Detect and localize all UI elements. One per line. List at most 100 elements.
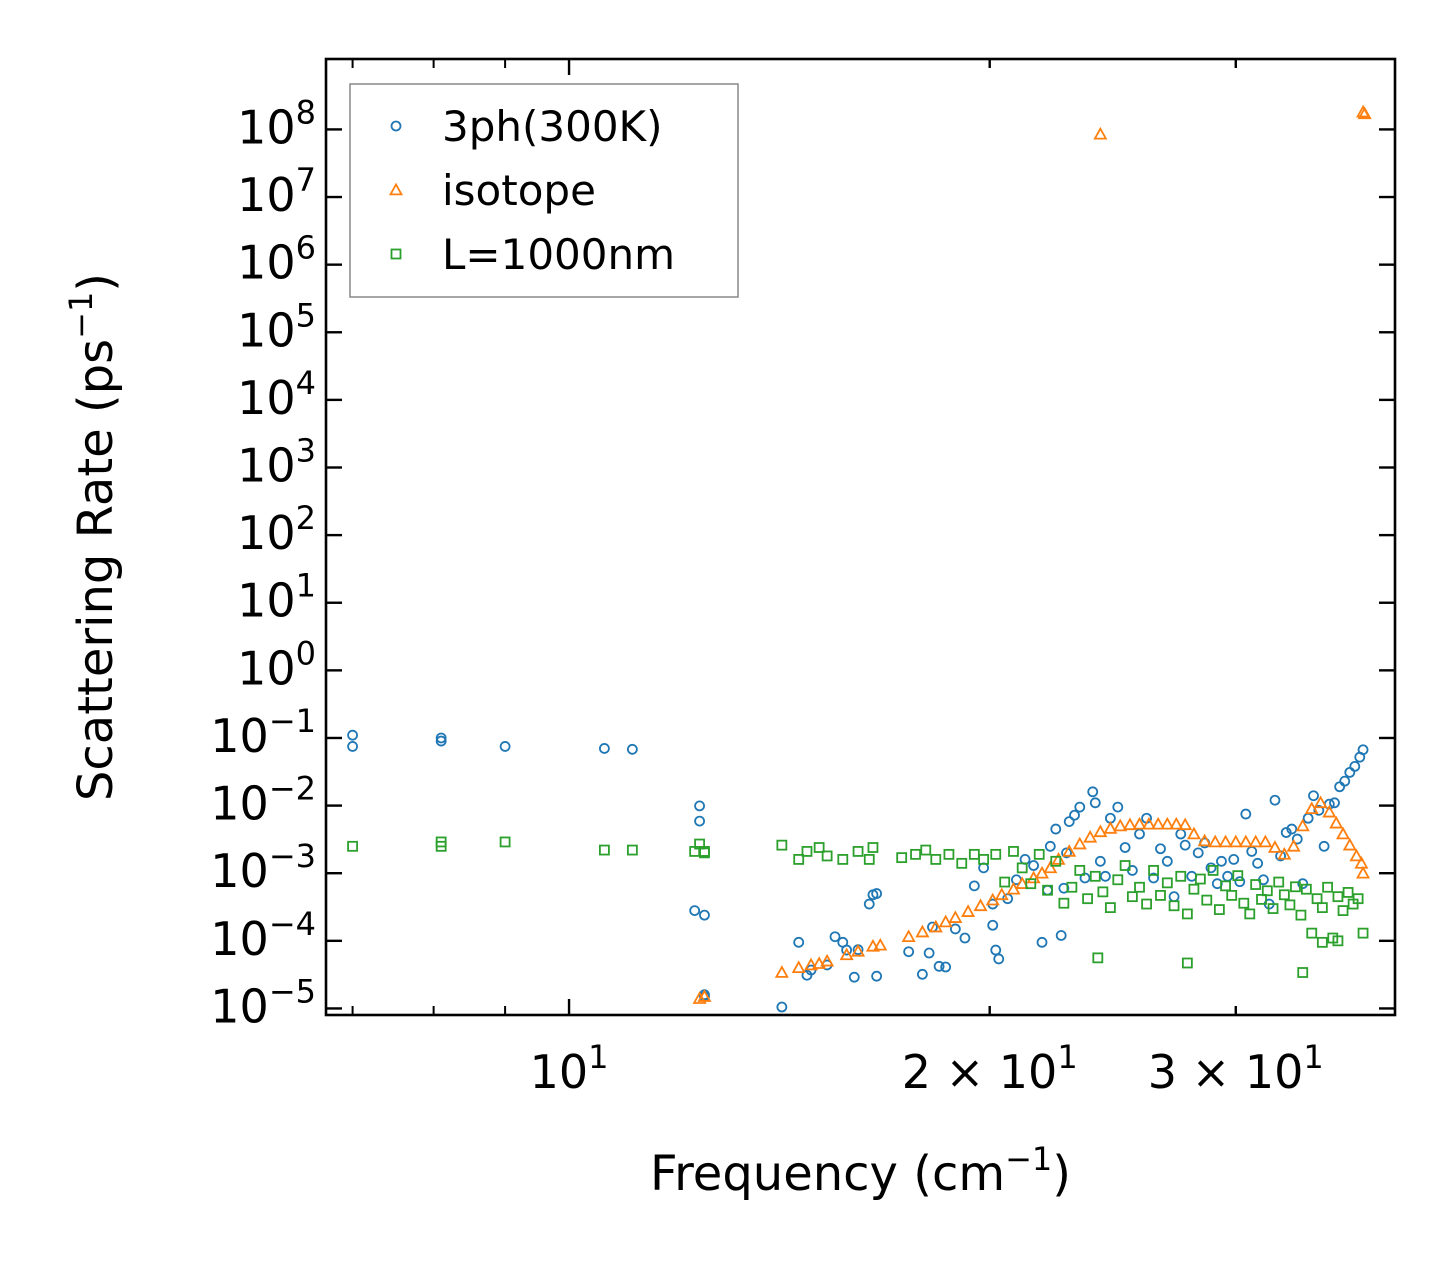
data-point (793, 854, 805, 865)
data-point (1093, 824, 1108, 838)
data-point (1218, 834, 1233, 848)
data-point (852, 846, 864, 857)
data-point (1033, 848, 1045, 860)
data-point (1074, 801, 1086, 813)
data-point (1267, 903, 1279, 914)
data-point (1015, 876, 1030, 889)
y-tick-label: 101 (237, 567, 316, 628)
data-point (961, 904, 976, 917)
data-point (1238, 834, 1253, 848)
data-point (1318, 840, 1330, 852)
series-3ph-300k- (347, 729, 1369, 1013)
data-point (1168, 900, 1180, 912)
data-point (1300, 883, 1312, 895)
y-tick-label: 105 (237, 296, 316, 357)
data-point (1226, 889, 1238, 901)
data-point (1155, 843, 1166, 855)
data-point (1186, 826, 1201, 840)
data-point (1213, 904, 1225, 915)
data-point (1267, 840, 1282, 853)
data-point (1207, 865, 1219, 876)
data-point (1074, 865, 1086, 876)
data-point (820, 953, 835, 967)
data-point (1126, 891, 1138, 903)
data-point (694, 800, 705, 812)
y-tick-label: 10−1 (210, 702, 316, 763)
data-point (1025, 878, 1037, 890)
data-point (1197, 833, 1212, 847)
data-point (1357, 927, 1369, 939)
data-point (776, 1001, 788, 1013)
data-point (1112, 874, 1124, 886)
data-point (1161, 877, 1173, 889)
data-point (1306, 927, 1318, 939)
legend-label: isotope (442, 166, 596, 215)
data-point (813, 842, 825, 853)
data-point (1228, 854, 1240, 865)
data-point (1357, 744, 1369, 756)
data-point (694, 815, 705, 827)
data-point (1258, 834, 1273, 848)
data-point (999, 876, 1011, 888)
data-point (1352, 893, 1364, 905)
data-point (873, 937, 888, 951)
data-point (1016, 862, 1028, 874)
data-point (848, 971, 860, 983)
data-point (776, 839, 788, 851)
data-point (1332, 935, 1344, 947)
data-point (938, 914, 953, 928)
data-point (1082, 893, 1093, 905)
data-point (1284, 899, 1296, 911)
data-point (1050, 855, 1062, 867)
data-point (1322, 804, 1337, 818)
data-point (1058, 882, 1070, 894)
data-point (1250, 879, 1262, 890)
data-point (1112, 801, 1124, 813)
data-point (626, 743, 638, 755)
data-point (821, 850, 833, 862)
data-point (1148, 872, 1159, 884)
data-point (1050, 823, 1062, 835)
x-tick-label: 101 (530, 1038, 609, 1099)
data-point (1062, 844, 1077, 857)
data-point (1316, 902, 1328, 914)
data-point (1342, 887, 1354, 898)
data-point (499, 741, 511, 752)
data-point (920, 844, 932, 856)
legend-box (349, 83, 739, 298)
data-point (1181, 908, 1193, 920)
data-point (1290, 881, 1301, 893)
data-point (1104, 902, 1116, 914)
data-point (1061, 847, 1072, 859)
data-point (1134, 881, 1145, 893)
data-point (896, 852, 908, 864)
data-point (1087, 786, 1099, 798)
y-tick-label: 104 (237, 364, 316, 425)
data-point (1205, 862, 1217, 874)
data-point (1356, 104, 1371, 118)
data-point (793, 936, 805, 948)
series-l-1000nm (347, 836, 1369, 978)
data-point (990, 848, 1002, 860)
data-point (435, 732, 447, 744)
data-point (347, 729, 358, 741)
legend-label: 3ph(300K) (442, 102, 662, 151)
data-point (1261, 885, 1273, 897)
data-point (1181, 957, 1193, 969)
data-point (1122, 817, 1137, 831)
data-point (1089, 797, 1101, 809)
data-point (943, 848, 955, 860)
data-point (1342, 837, 1357, 851)
data-point (1277, 847, 1292, 860)
data-point (928, 919, 943, 933)
data-point (994, 887, 1009, 901)
data-point (1089, 870, 1101, 882)
data-point (1055, 930, 1067, 941)
series-isotope (692, 104, 1372, 1004)
data-point (1113, 818, 1128, 832)
data-point (1175, 870, 1187, 882)
data-point (1313, 804, 1325, 816)
data-point (1132, 816, 1147, 830)
data-point (903, 946, 915, 958)
data-point (1232, 870, 1244, 882)
